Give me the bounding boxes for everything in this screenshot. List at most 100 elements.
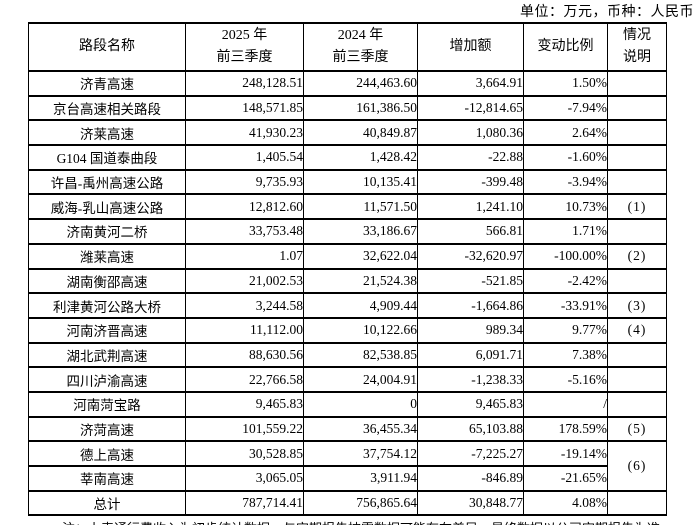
road-name-cell: 总计 [28,489,186,517]
footnote-text-clipped: 注：上表通行费收入为初步统计数据，与定期报告披露数据可能存在差异，最终数据以公司… [62,518,692,525]
value-2025-cell: 30,528.85 [185,440,304,467]
change-ratio-cell: -100.00% [523,242,608,270]
value-2025-cell: 787,714.41 [185,489,304,517]
change-amount-cell: 9,465.83 [417,390,524,418]
header-line: 前三季度 [216,50,273,65]
table-row: 湖南衡邵高速 21,002.53 21,524.38 -521.85 -2.42… [28,267,667,295]
change-amount-cell: -521.85 [417,267,524,295]
value-2025-cell: 21,002.53 [185,267,304,295]
road-name-cell: 济青高速 [28,70,186,97]
change-amount-cell: 1,241.10 [417,193,524,221]
value-2025-cell: 248,128.51 [185,70,304,97]
change-amount-cell: -7,225.27 [417,440,524,467]
change-ratio-cell: -7.94% [523,94,608,122]
change-ratio-cell: 4.08% [523,489,608,517]
remark-cell [607,366,667,393]
col-header-road-name: 路段名称 [28,22,186,72]
col-header-remarks: 情况 说明 [607,22,667,72]
value-2024-cell: 4,909.44 [303,292,418,319]
table-row: 河南菏宝路 9,465.83 0 9,465.83 / [28,390,667,418]
change-amount-cell: 989.34 [417,316,524,344]
remark-cell: (1) [607,193,667,221]
change-ratio-cell: 178.59% [523,415,608,443]
change-amount-cell: 1,080.36 [417,119,524,147]
remark-cell [607,144,667,171]
value-2025-cell: 101,559.22 [185,415,304,443]
remark-cell [607,218,667,245]
remark-cell: (6) [607,440,667,492]
col-header-2025-ytd: 2025 年 前三季度 [185,22,304,72]
col-header-change-amount: 增加额 [417,22,524,72]
table-header-row: 路段名称 2025 年 前三季度 2024 年 前三季度 增加额 变动比例 情况 [28,22,667,72]
road-name-cell: 威海-乳山高速公路 [28,193,186,221]
header-line: 2025 年 [221,28,268,44]
value-2024-cell: 37,754.12 [303,440,418,467]
value-2025-cell: 3,244.58 [185,292,304,319]
road-name-cell: 河南济晋高速 [28,316,186,344]
table-row: 总计 787,714.41 756,865.64 30,848.77 4.08% [28,489,667,517]
value-2024-cell: 11,571.50 [303,193,418,221]
change-amount-cell: -32,620.97 [417,242,524,270]
value-2024-cell: 40,849.87 [303,119,418,147]
change-ratio-cell: / [523,390,608,418]
change-amount-cell: 6,091.71 [417,341,524,369]
value-2025-cell: 3,065.05 [185,465,304,492]
change-ratio-cell: 1.50% [523,70,608,97]
change-ratio-cell: -33.91% [523,292,608,319]
change-ratio-cell: -21.65% [523,465,608,492]
change-amount-cell: -1,238.33 [417,366,524,393]
value-2025-cell: 88,630.56 [185,341,304,369]
table-row: 利津黄河公路大桥 3,244.58 4,909.44 -1,664.86 -33… [28,292,667,319]
table-row: 济莱高速 41,930.23 40,849.87 1,080.36 2.64% [28,119,667,147]
change-amount-cell: 65,103.88 [417,415,524,443]
value-2024-cell: 21,524.38 [303,267,418,295]
road-name-cell: 湖南衡邵高速 [28,267,186,295]
value-2024-cell: 0 [303,390,418,418]
value-2025-cell: 12,812.60 [185,193,304,221]
value-2025-cell: 22,766.58 [185,366,304,393]
col-header-2024-ytd: 2024 年 前三季度 [303,22,418,72]
value-2024-cell: 10,122.66 [303,316,418,344]
remark-cell [607,70,667,97]
remark-cell: (5) [607,415,667,443]
change-amount-cell: 566.81 [417,218,524,245]
col-header-change-ratio: 变动比例 [523,22,608,72]
change-amount-cell: -1,664.86 [417,292,524,319]
table-row: 莘南高速 3,065.05 3,911.94 -846.89 -21.65% [28,465,667,492]
value-2024-cell: 32,622.04 [303,242,418,270]
road-name-cell: 济莱高速 [28,119,186,147]
value-2025-cell: 1.07 [185,242,304,270]
table-row: 许昌-禹州高速公路 9,735.93 10,135.41 -399.48 -3.… [28,168,667,196]
table-row: 四川泸渝高速 22,766.58 24,004.91 -1,238.33 -5.… [28,366,667,393]
value-2024-cell: 33,186.67 [303,218,418,245]
road-name-cell: 济菏高速 [28,415,186,443]
value-2025-cell: 33,753.48 [185,218,304,245]
value-2024-cell: 756,865.64 [303,489,418,517]
change-amount-cell: 30,848.77 [417,489,524,517]
road-name-cell: 四川泸渝高速 [28,366,186,393]
change-ratio-cell: 10.73% [523,193,608,221]
road-name-cell: 济南黄河二桥 [28,218,186,245]
value-2025-cell: 9,735.93 [185,168,304,196]
value-2025-cell: 11,112.00 [185,316,304,344]
header-line: 前三季度 [332,50,389,65]
value-2024-cell: 36,455.34 [303,415,418,443]
change-ratio-cell: 2.64% [523,119,608,147]
header-line: 2024 年 [337,28,384,44]
change-amount-cell: -22.88 [417,144,524,171]
road-name-cell: 湖北武荆高速 [28,341,186,369]
remark-cell [607,489,667,517]
remark-cell: (2) [607,242,667,270]
value-2024-cell: 244,463.60 [303,70,418,97]
value-2024-cell: 3,911.94 [303,465,418,492]
value-2024-cell: 10,135.41 [303,168,418,196]
table-row: 德上高速 30,528.85 37,754.12 -7,225.27 -19.1… [28,440,667,492]
change-ratio-cell: -19.14% [523,440,608,467]
table-row: 济青高速 248,128.51 244,463.60 3,664.91 1.50… [28,70,667,97]
change-amount-cell: -399.48 [417,168,524,196]
change-ratio-cell: 9.77% [523,316,608,344]
change-ratio-cell: -3.94% [523,168,608,196]
remark-cell [607,341,667,369]
remark-cell [607,119,667,147]
